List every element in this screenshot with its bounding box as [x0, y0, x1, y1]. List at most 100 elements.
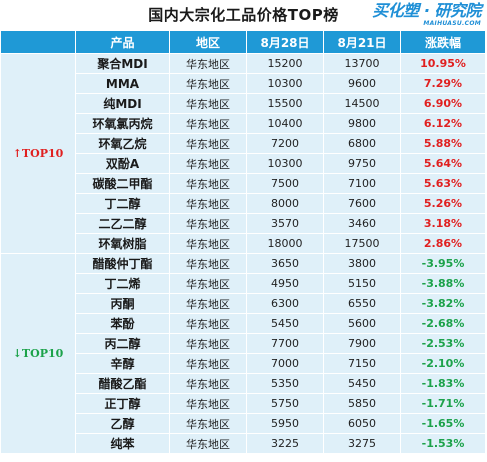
previous-price-cell: 7600	[323, 193, 401, 214]
previous-price-cell: 14500	[323, 93, 401, 114]
current-price-cell: 7700	[246, 333, 324, 354]
previous-price-cell: 9750	[323, 153, 401, 174]
region-cell: 华东地区	[169, 413, 247, 434]
change-cell: -3.88%	[400, 273, 486, 294]
change-cell: -1.71%	[400, 393, 486, 414]
region-cell: 华东地区	[169, 53, 247, 74]
header-cell-current-date: 8月28日	[246, 30, 324, 54]
previous-price-cell: 13700	[323, 53, 401, 74]
product-cell: 苯酚	[75, 313, 170, 334]
table-row: 纯MDI 华东地区 15500 14500 6.90%	[1, 93, 486, 114]
product-cell: 丁二醇	[75, 193, 170, 214]
region-cell: 华东地区	[169, 73, 247, 94]
product-cell: 纯MDI	[75, 93, 170, 114]
region-cell: 华东地区	[169, 253, 247, 274]
change-cell: 2.86%	[400, 233, 486, 254]
header-cell-product: 产品	[75, 30, 170, 54]
region-cell: 华东地区	[169, 273, 247, 294]
table-row: MMA 华东地区 10300 9600 7.29%	[1, 73, 486, 94]
previous-price-cell: 5150	[323, 273, 401, 294]
current-price-cell: 7000	[246, 353, 324, 374]
previous-price-cell: 3460	[323, 213, 401, 234]
previous-price-cell: 5450	[323, 373, 401, 394]
table-header-row: 产品 地区 8月28日 8月21日 涨跌幅	[0, 30, 486, 54]
change-cell: -2.68%	[400, 313, 486, 334]
previous-price-cell: 17500	[323, 233, 401, 254]
page-title: 国内大宗化工品价格TOP榜	[148, 6, 339, 24]
region-cell: 华东地区	[169, 333, 247, 354]
table-row: 纯苯 华东地区 3225 3275 -1.53%	[1, 433, 486, 454]
region-cell: 华东地区	[169, 293, 247, 314]
change-cell: 5.64%	[400, 153, 486, 174]
header-cell-previous-date: 8月21日	[323, 30, 401, 54]
header: 国内大宗化工品价格TOP榜 买化塑 · 研究院 MAIHUASU.COM	[0, 0, 487, 30]
fallers-group-label-cell: ↓TOP10	[0, 253, 76, 454]
current-price-cell: 10400	[246, 113, 324, 134]
fallers-group-text: TOP10	[21, 347, 64, 360]
logo-sub-text: MAIHUASU.COM	[423, 20, 481, 27]
previous-price-cell: 7900	[323, 333, 401, 354]
region-cell: 华东地区	[169, 213, 247, 234]
table-row: 乙醇 华东地区 5950 6050 -1.65%	[1, 413, 486, 434]
previous-price-cell: 3800	[323, 253, 401, 274]
table-row: 丁二烯 华东地区 4950 5150 -3.88%	[1, 273, 486, 294]
region-cell: 华东地区	[169, 133, 247, 154]
price-table: 产品 地区 8月28日 8月21日 涨跌幅 ↑TOP10 聚合MDI 华东地区 152…	[0, 30, 486, 454]
header-cell-change: 涨跌幅	[400, 30, 486, 54]
region-cell: 华东地区	[169, 173, 247, 194]
change-cell: 3.18%	[400, 213, 486, 234]
product-cell: 聚合MDI	[75, 53, 170, 74]
product-cell: 丙二醇	[75, 333, 170, 354]
change-cell: 6.90%	[400, 93, 486, 114]
table-row: 辛醇 华东地区 7000 7150 -2.10%	[1, 353, 486, 374]
current-price-cell: 8000	[246, 193, 324, 214]
logo-main-text: 买化塑 · 研究院	[372, 1, 481, 20]
product-cell: 正丁醇	[75, 393, 170, 414]
previous-price-cell: 9800	[323, 113, 401, 134]
region-cell: 华东地区	[169, 313, 247, 334]
current-price-cell: 3225	[246, 433, 324, 454]
change-cell: 7.29%	[400, 73, 486, 94]
previous-price-cell: 6800	[323, 133, 401, 154]
change-cell: 5.63%	[400, 173, 486, 194]
change-cell: -1.53%	[400, 433, 486, 454]
change-cell: -2.53%	[400, 333, 486, 354]
arrow-down-icon: ↓	[12, 347, 22, 360]
brand-logo: 买化塑 · 研究院 MAIHUASU.COM	[372, 3, 481, 27]
region-cell: 华东地区	[169, 113, 247, 134]
current-price-cell: 10300	[246, 73, 324, 94]
change-cell: -1.83%	[400, 373, 486, 394]
product-cell: 纯苯	[75, 433, 170, 454]
table-row: 环氧乙烷 华东地区 7200 6800 5.88%	[1, 133, 486, 154]
product-cell: 环氧氯丙烷	[75, 113, 170, 134]
previous-price-cell: 7100	[323, 173, 401, 194]
current-price-cell: 4950	[246, 273, 324, 294]
table-row: 丙二醇 华东地区 7700 7900 -2.53%	[1, 333, 486, 354]
product-cell: 乙醇	[75, 413, 170, 434]
region-cell: 华东地区	[169, 393, 247, 414]
table-row: 环氧氯丙烷 华东地区 10400 9800 6.12%	[1, 113, 486, 134]
current-price-cell: 5950	[246, 413, 324, 434]
current-price-cell: 15200	[246, 53, 324, 74]
risers-group-label: ↑TOP10	[13, 147, 64, 160]
change-cell: -2.10%	[400, 353, 486, 374]
product-cell: 丙酮	[75, 293, 170, 314]
previous-price-cell: 9600	[323, 73, 401, 94]
header-cell-side	[0, 30, 76, 54]
change-cell: 6.12%	[400, 113, 486, 134]
table-row: ↓TOP10 醋酸仲丁酯 华东地区 3650 3800 -3.95%	[0, 253, 486, 454]
region-cell: 华东地区	[169, 153, 247, 174]
table-row: 醋酸乙酯 华东地区 5350 5450 -1.83%	[1, 373, 486, 394]
region-cell: 华东地区	[169, 93, 247, 114]
previous-price-cell: 6550	[323, 293, 401, 314]
arrow-up-icon: ↑	[12, 147, 22, 160]
current-price-cell: 18000	[246, 233, 324, 254]
table-row: 丙酮 华东地区 6300 6550 -3.82%	[1, 293, 486, 314]
current-price-cell: 6300	[246, 293, 324, 314]
risers-group-label-cell: ↑TOP10	[0, 53, 76, 254]
current-price-cell: 7500	[246, 173, 324, 194]
product-cell: 醋酸仲丁酯	[75, 253, 170, 274]
current-price-cell: 5750	[246, 393, 324, 414]
current-price-cell: 3570	[246, 213, 324, 234]
table-row: 环氧树脂 华东地区 18000 17500 2.86%	[1, 233, 486, 254]
